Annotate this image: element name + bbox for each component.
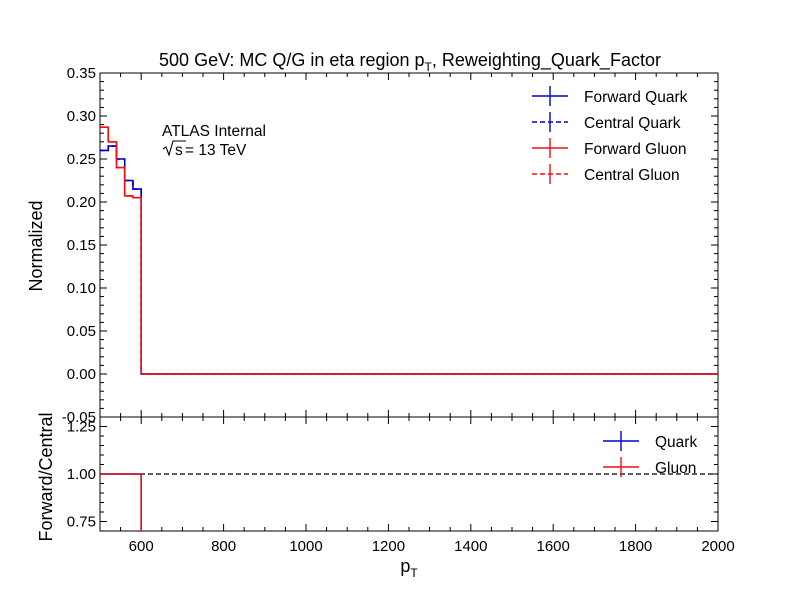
x-tick-label: 800 xyxy=(211,538,236,555)
energy-label-rest: = 13 TeV xyxy=(185,142,247,159)
chart-title-main: 500 GeV: MC Q/G in eta region p xyxy=(159,50,424,70)
x-axis-label-sub: T xyxy=(410,566,418,580)
main-y-tick-label: 0.05 xyxy=(67,323,96,340)
ratio-y-tick-label: 1.25 xyxy=(67,419,96,436)
legend-label: Central Quark xyxy=(584,115,681,132)
main-y-tick-label: 0.15 xyxy=(67,237,96,254)
ratio-series-gluon xyxy=(100,473,142,531)
series-central-gluon xyxy=(100,126,718,375)
main-y-tick-label: 0.35 xyxy=(67,65,96,82)
chart-title: 500 GeV: MC Q/G in eta region pT, Reweig… xyxy=(159,50,661,74)
x-tick-label: 1800 xyxy=(619,538,652,555)
main-y-tick-label: 0.20 xyxy=(67,194,96,211)
series-forward-gluon xyxy=(100,126,718,375)
ratio-legend-label: Quark xyxy=(655,434,697,451)
main-y-tick-label: 0.30 xyxy=(67,108,96,125)
legend-label: Forward Quark xyxy=(584,89,688,106)
main-y-axis-label: Normalized xyxy=(26,200,46,291)
energy-label: s = 13 TeV xyxy=(162,140,247,159)
ratio-panel: 600 800 1000 1200 1400 1600 1800 2000 1.25 1.00 0.… xyxy=(67,416,735,555)
legend-label: Central Gluon xyxy=(584,167,680,184)
x-tick-label: 2000 xyxy=(701,538,734,555)
legend-label: Forward Gluon xyxy=(584,141,687,158)
ratio-y-axis-label: Forward/Central xyxy=(36,412,56,541)
ratio-y-tick-label: 1.00 xyxy=(67,466,96,483)
x-tick-label: 1200 xyxy=(372,538,405,555)
main-panel: 0.35 0.30 0.25 0.20 0.15 0.10 0.05 0.00 -0.05 For… xyxy=(62,65,719,426)
x-tick-label: 600 xyxy=(129,538,154,555)
ratio-series-quark xyxy=(100,473,142,531)
main-y-tick-label: 0.00 xyxy=(67,366,96,383)
x-axis-label: pT xyxy=(400,556,418,580)
x-tick-label: 1000 xyxy=(289,538,322,555)
main-y-tick-label: 0.25 xyxy=(67,151,96,168)
chart-title-sub: T xyxy=(425,60,433,74)
ratio-legend-label: Gluon xyxy=(655,460,696,477)
main-y-tick-label: 0.10 xyxy=(67,280,96,297)
x-axis-label-main: p xyxy=(400,556,410,576)
sqrt-sign-icon xyxy=(162,140,186,157)
x-tick-label: 1400 xyxy=(454,538,487,555)
chart-title-tail: , Reweighting_Quark_Factor xyxy=(432,50,661,71)
atlas-label: ATLAS Internal xyxy=(162,123,266,140)
x-tick-label: 1600 xyxy=(537,538,570,555)
energy-label-root: s xyxy=(175,142,183,159)
main-y-tick-label: -0.05 xyxy=(62,409,96,426)
ratio-y-tick-label: 0.75 xyxy=(67,514,96,531)
